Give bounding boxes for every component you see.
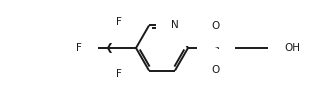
Text: OH: OH <box>284 43 300 53</box>
Text: O: O <box>212 21 220 31</box>
Text: O: O <box>212 65 220 75</box>
Text: N: N <box>171 20 179 30</box>
Text: F: F <box>116 17 122 27</box>
Text: F: F <box>76 43 82 53</box>
Text: F: F <box>116 69 122 79</box>
Text: S: S <box>213 43 219 53</box>
